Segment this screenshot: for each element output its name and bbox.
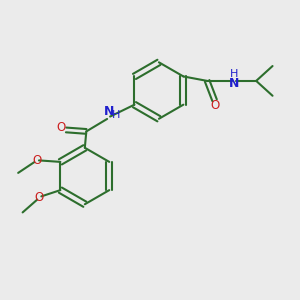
Text: N: N [104, 105, 114, 118]
Text: O: O [34, 191, 44, 204]
Text: H: H [112, 110, 120, 120]
Text: O: O [210, 99, 219, 112]
Text: O: O [56, 121, 65, 134]
Text: H: H [230, 69, 238, 80]
Text: N: N [229, 77, 239, 90]
Text: O: O [32, 154, 41, 167]
